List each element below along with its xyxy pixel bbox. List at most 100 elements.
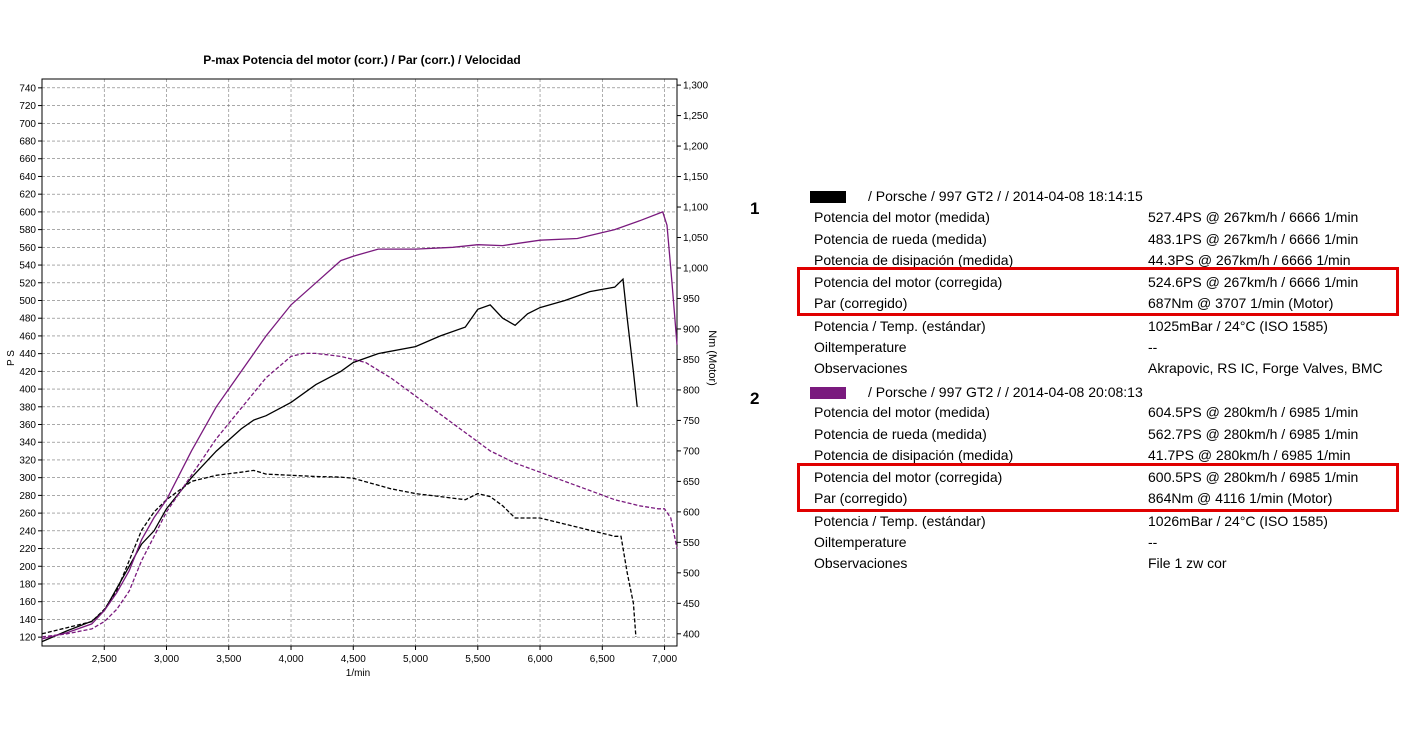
y-left-tick-label: 200 <box>19 562 36 573</box>
row-label: Potencia del motor (medida) <box>814 209 990 225</box>
row-label: Potencia del motor (corregida) <box>814 469 1003 485</box>
row-value: File 1 zw cor <box>1148 555 1227 571</box>
y-left-tick-label: 680 <box>19 137 36 148</box>
row-label: Potencia / Temp. (estándar) <box>814 513 986 529</box>
y-right-tick-label: 1,000 <box>683 264 708 275</box>
chart-title: P-max Potencia del motor (corr.) / Par (… <box>203 53 520 67</box>
y-left-tick-label: 260 <box>19 509 36 520</box>
y-left-tick-label: 640 <box>19 172 36 183</box>
row-value: 687Nm @ 3707 1/min (Motor) <box>1148 295 1334 311</box>
y-left-tick-label: 340 <box>19 438 36 449</box>
row-value: -- <box>1148 534 1158 550</box>
y-left-tick-label: 300 <box>19 473 36 484</box>
y-right-tick-label: 750 <box>683 416 700 427</box>
run-2-header: / Porsche / 997 GT2 / / 2014-04-08 20:08… <box>810 384 1143 400</box>
row-label: Potencia de disipación (medida) <box>814 447 1014 463</box>
plot-frame <box>41 78 678 647</box>
grid <box>42 79 677 646</box>
row-value: 600.5PS @ 280km/h / 6985 1/min <box>1148 469 1359 485</box>
run-1-header: / Porsche / 997 GT2 / / 2014-04-08 18:14… <box>810 188 1143 204</box>
y-left-tick-label: 620 <box>19 190 36 201</box>
y-right-tick-label: 700 <box>683 446 700 457</box>
row-value: Akrapovic, RS IC, Forge Valves, BMC <box>1148 360 1383 376</box>
y-left-tick-label: 240 <box>19 526 36 537</box>
y-right-tick-label: 500 <box>683 568 700 579</box>
y-axis-right-label: Nm (Motor) <box>706 330 718 386</box>
row-value: 1025mBar / 24°C (ISO 1585) <box>1148 318 1328 334</box>
x-tick-label: 5,500 <box>465 654 490 665</box>
row-label: Potencia / Temp. (estándar) <box>814 318 986 334</box>
y-right-tick-label: 400 <box>683 629 700 640</box>
run-1-color-swatch <box>810 191 846 204</box>
row-value: 527.4PS @ 267km/h / 6666 1/min <box>1148 209 1359 225</box>
row-label: Potencia de rueda (medida) <box>814 426 987 442</box>
y-left-tick-label: 540 <box>19 261 36 272</box>
series-line-4 <box>41 352 678 638</box>
y-left-tick-label: 120 <box>19 633 36 644</box>
y-right-tick-label: 800 <box>683 385 700 396</box>
x-tick-label: 5,000 <box>403 654 428 665</box>
y-right-tick-label: 550 <box>683 538 700 549</box>
axis-ticks: 120 140 160 180 200 220 240 260 280 300 320 340 360 3… <box>19 81 708 665</box>
y-right-tick-label: 1,100 <box>683 203 708 214</box>
x-tick-label: 4,500 <box>341 654 366 665</box>
x-tick-label: 6,000 <box>528 654 553 665</box>
row-value: -- <box>1148 339 1158 355</box>
y-left-tick-label: 740 <box>19 83 36 94</box>
series <box>41 211 678 643</box>
row-value: 44.3PS @ 267km/h / 6666 1/min <box>1148 252 1351 268</box>
y-right-tick-label: 950 <box>683 294 700 305</box>
row-value: 41.7PS @ 280km/h / 6985 1/min <box>1148 447 1351 463</box>
run-1-number: 1 <box>750 199 760 218</box>
y-right-tick-label: 600 <box>683 507 700 518</box>
x-tick-label: 4,000 <box>279 654 304 665</box>
run-1-highlight-box <box>797 267 1399 316</box>
x-axis-label: 1/min <box>346 668 370 679</box>
row-label: Observaciones <box>814 360 908 376</box>
y-left-tick-label: 700 <box>19 119 36 130</box>
row-label: Par (corregido) <box>814 490 908 506</box>
y-right-tick-label: 1,200 <box>683 142 708 153</box>
row-value: 864Nm @ 4116 1/min (Motor) <box>1148 490 1333 506</box>
run-2-header-text: / Porsche / 997 GT2 / / 2014-04-08 20:08… <box>868 384 1143 400</box>
row-label: Potencia de rueda (medida) <box>814 231 987 247</box>
y-left-tick-label: 720 <box>19 101 36 112</box>
y-left-tick-label: 420 <box>19 367 36 378</box>
row-label: Oiltemperature <box>814 339 907 355</box>
row-value: 1026mBar / 24°C (ISO 1585) <box>1148 513 1328 529</box>
y-axis-left-label: P S <box>6 350 17 366</box>
row-label: Potencia del motor (corregida) <box>814 274 1003 290</box>
y-right-tick-label: 1,150 <box>683 172 708 183</box>
y-left-tick-label: 440 <box>19 349 36 360</box>
y-right-tick-label: 450 <box>683 599 700 610</box>
row-label: Oiltemperature <box>814 534 907 550</box>
y-right-tick-label: 850 <box>683 355 700 366</box>
y-left-tick-label: 180 <box>19 579 36 590</box>
y-left-tick-label: 520 <box>19 278 36 289</box>
y-left-tick-label: 220 <box>19 544 36 555</box>
dyno-chart: P-max Potencia del motor (corr.) / Par (… <box>6 53 718 679</box>
run-2-color-swatch <box>810 387 846 400</box>
y-left-tick-label: 140 <box>19 615 36 626</box>
y-right-tick-label: 1,300 <box>683 81 708 92</box>
x-tick-label: 3,500 <box>216 654 241 665</box>
run-2-highlight-box <box>797 463 1399 512</box>
y-left-tick-label: 560 <box>19 243 36 254</box>
row-label: Observaciones <box>814 555 908 571</box>
x-tick-label: 2,500 <box>92 654 117 665</box>
y-left-tick-label: 500 <box>19 296 36 307</box>
y-left-tick-label: 280 <box>19 491 36 502</box>
y-left-tick-label: 160 <box>19 597 36 608</box>
y-left-tick-label: 360 <box>19 420 36 431</box>
y-left-tick-label: 320 <box>19 455 36 466</box>
row-label: Par (corregido) <box>814 295 908 311</box>
row-value: 524.6PS @ 267km/h / 6666 1/min <box>1148 274 1359 290</box>
y-left-tick-label: 600 <box>19 207 36 218</box>
y-right-tick-label: 1,050 <box>683 233 708 244</box>
row-value: 562.7PS @ 280km/h / 6985 1/min <box>1148 426 1359 442</box>
run-2-number: 2 <box>750 389 760 408</box>
y-left-tick-label: 460 <box>19 331 36 342</box>
row-value: 483.1PS @ 267km/h / 6666 1/min <box>1148 231 1359 247</box>
run-1-header-text: / Porsche / 997 GT2 / / 2014-04-08 18:14… <box>868 188 1143 204</box>
y-left-tick-label: 480 <box>19 314 36 325</box>
